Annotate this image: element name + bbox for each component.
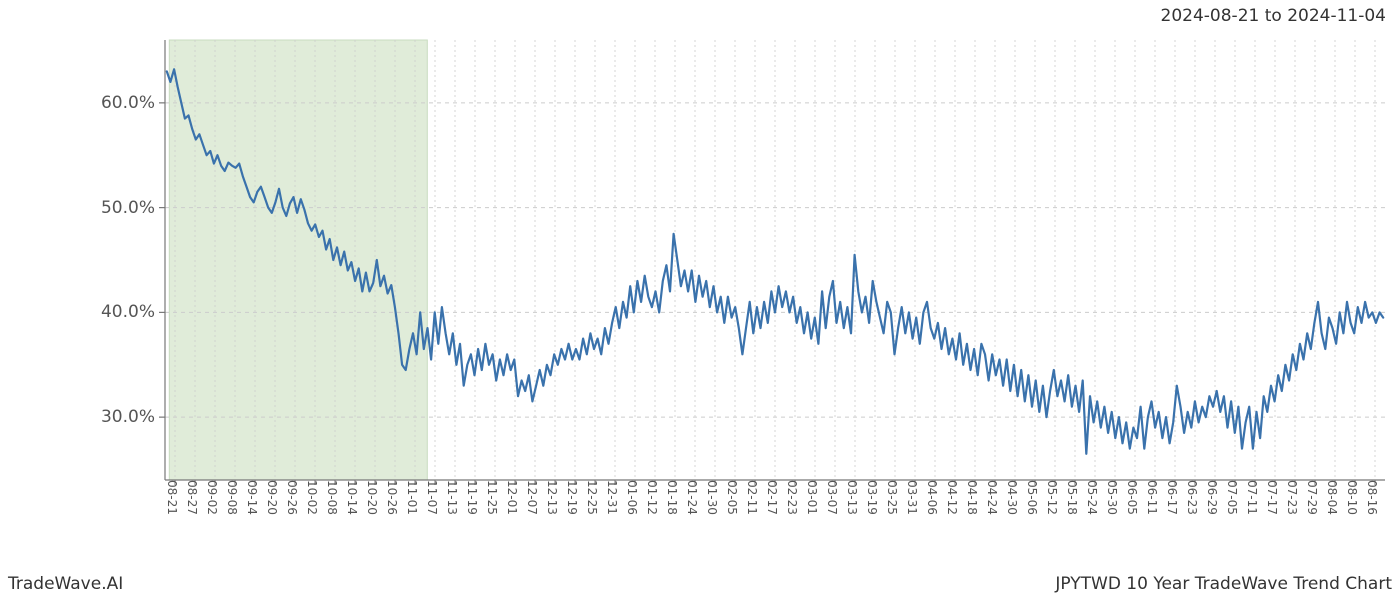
chart-svg [165, 40, 1385, 480]
x-tick-label: 06-23 [1185, 480, 1205, 515]
x-tick-label: 07-11 [1245, 480, 1265, 515]
x-tick-label: 01-18 [665, 480, 685, 515]
x-tick-label: 04-30 [1005, 480, 1025, 515]
y-tick-label: 60.0% [101, 93, 165, 113]
x-tick-label: 03-01 [805, 480, 825, 515]
x-tick-label: 08-10 [1345, 480, 1365, 515]
x-tick-label: 12-13 [545, 480, 565, 515]
x-tick-label: 03-19 [865, 480, 885, 515]
x-tick-label: 06-29 [1205, 480, 1225, 515]
x-tick-label: 02-05 [725, 480, 745, 515]
x-tick-label: 04-12 [945, 480, 965, 515]
x-tick-label: 09-08 [225, 480, 245, 515]
x-tick-label: 07-23 [1285, 480, 1305, 515]
x-tick-label: 04-24 [985, 480, 1005, 515]
x-tick-label: 03-25 [885, 480, 905, 515]
x-tick-label: 04-18 [965, 480, 985, 515]
x-tick-label: 01-30 [705, 480, 725, 515]
x-tick-label: 07-05 [1225, 480, 1245, 515]
x-tick-label: 02-11 [745, 480, 765, 515]
x-tick-label: 12-19 [565, 480, 585, 515]
x-tick-label: 05-18 [1065, 480, 1085, 515]
x-tick-label: 12-07 [525, 480, 545, 515]
chart-plot-area: 30.0%40.0%50.0%60.0%08-2108-2709-0209-08… [165, 40, 1385, 480]
x-tick-label: 10-02 [305, 480, 325, 515]
y-tick-label: 30.0% [101, 407, 165, 427]
x-tick-label: 10-26 [385, 480, 405, 515]
x-tick-label: 05-12 [1045, 480, 1065, 515]
x-tick-label: 06-05 [1125, 480, 1145, 515]
x-tick-label: 01-12 [645, 480, 665, 515]
x-tick-label: 02-23 [785, 480, 805, 515]
brand-label: TradeWave.AI [8, 574, 123, 594]
x-tick-label: 10-20 [365, 480, 385, 515]
x-tick-label: 12-31 [605, 480, 625, 515]
x-tick-label: 11-07 [425, 480, 445, 515]
x-tick-label: 10-14 [345, 480, 365, 515]
x-tick-label: 09-14 [245, 480, 265, 515]
x-tick-label: 08-04 [1325, 480, 1345, 515]
x-tick-label: 11-19 [465, 480, 485, 515]
x-tick-label: 04-06 [925, 480, 945, 515]
x-tick-label: 11-25 [485, 480, 505, 515]
x-tick-label: 01-06 [625, 480, 645, 515]
chart-title: JPYTWD 10 Year TradeWave Trend Chart [1055, 574, 1392, 594]
highlight-band [169, 40, 427, 480]
x-tick-label: 09-26 [285, 480, 305, 515]
x-tick-label: 02-17 [765, 480, 785, 515]
x-tick-label: 08-27 [185, 480, 205, 515]
x-tick-label: 09-20 [265, 480, 285, 515]
x-tick-label: 08-16 [1365, 480, 1385, 515]
x-tick-label: 09-02 [205, 480, 225, 515]
x-tick-label: 08-21 [165, 480, 185, 515]
y-tick-label: 50.0% [101, 198, 165, 218]
y-tick-label: 40.0% [101, 302, 165, 322]
x-tick-label: 03-07 [825, 480, 845, 515]
x-tick-label: 11-01 [405, 480, 425, 515]
x-tick-label: 05-24 [1085, 480, 1105, 515]
x-tick-label: 05-30 [1105, 480, 1125, 515]
x-tick-label: 03-13 [845, 480, 865, 515]
x-tick-label: 06-11 [1145, 480, 1165, 515]
x-tick-label: 01-24 [685, 480, 705, 515]
x-tick-label: 12-25 [585, 480, 605, 515]
date-range-label: 2024-08-21 to 2024-11-04 [1161, 6, 1386, 26]
x-tick-label: 07-29 [1305, 480, 1325, 515]
x-tick-label: 05-06 [1025, 480, 1045, 515]
x-tick-label: 10-08 [325, 480, 345, 515]
x-tick-label: 06-17 [1165, 480, 1185, 515]
x-tick-label: 12-01 [505, 480, 525, 515]
x-tick-label: 07-17 [1265, 480, 1285, 515]
x-tick-label: 11-13 [445, 480, 465, 515]
x-tick-label: 03-31 [905, 480, 925, 515]
